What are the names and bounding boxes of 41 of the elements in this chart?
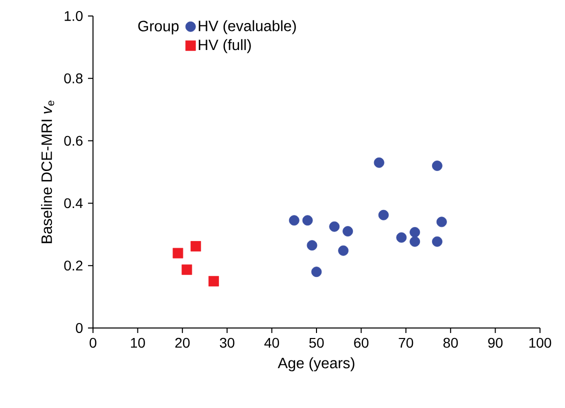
x-tick-label: 0 (90, 338, 96, 348)
x-tick-label: 100 (529, 338, 552, 348)
x-tick-label: 60 (354, 338, 368, 348)
y-axis-title: Baseline DCE-MRI v$_{e}$ (41, 100, 54, 244)
point (432, 160, 442, 171)
point (342, 226, 353, 236)
y-tick-label: 0 (76, 323, 83, 333)
point (306, 240, 318, 251)
point (190, 241, 202, 252)
legend-label: HV (evaluable) (198, 20, 296, 34)
y-tick-label: 0.6 (64, 136, 83, 146)
x-tick-label: 50 (309, 338, 324, 348)
point (302, 215, 313, 226)
x-tick-label: 70 (398, 338, 414, 348)
point (338, 245, 349, 256)
x-tick-label: 10 (130, 338, 145, 348)
legend-title: Group (138, 20, 179, 34)
x-tick-label: 90 (488, 338, 503, 348)
point (378, 210, 389, 220)
point (182, 264, 192, 275)
point (172, 248, 184, 258)
point (208, 276, 219, 286)
x-tick-label: 20 (175, 338, 190, 348)
point (436, 216, 447, 228)
point (329, 221, 340, 232)
point (311, 266, 322, 278)
point (396, 232, 407, 243)
x-tick-label: 80 (443, 338, 458, 348)
x-axis-title: Age (years) (278, 357, 354, 372)
y-tick-label: 0.2 (64, 260, 82, 271)
y-tick-label: 0.8 (64, 73, 83, 84)
point (432, 236, 442, 247)
point (288, 215, 300, 226)
point (410, 227, 420, 238)
y-tick-label: 1.0 (64, 11, 83, 21)
point (410, 236, 420, 247)
x-tick-label: 40 (264, 338, 280, 348)
y-tick-label: 0.4 (64, 198, 83, 208)
legend-label: HV (full) (198, 39, 251, 54)
x-tick-label: 30 (220, 338, 234, 348)
point (374, 157, 384, 168)
